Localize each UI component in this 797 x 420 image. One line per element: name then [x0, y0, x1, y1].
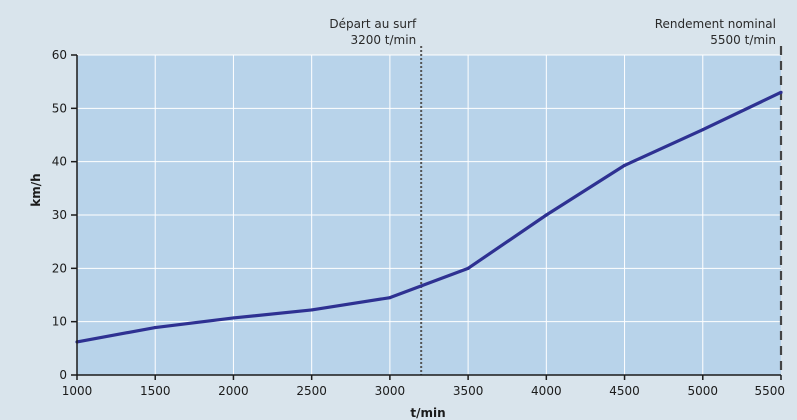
annotation-value: 5500 t/min: [710, 33, 776, 47]
x-tick-label: 3000: [375, 384, 406, 398]
data-point: [153, 325, 157, 330]
y-tick-label: 40: [52, 155, 67, 169]
y-tick-label: 50: [52, 101, 67, 115]
annotation-markers: [420, 46, 783, 375]
data-point: [466, 266, 470, 270]
series-line: [76, 90, 782, 344]
y-tick-label: 0: [59, 368, 67, 382]
data-point: [701, 128, 705, 132]
x-tick-label: 5500: [754, 384, 785, 398]
x-tick-label: 3500: [453, 384, 484, 398]
annotations: Départ au surf 3200 t/min Rendement nomina…: [329, 17, 776, 47]
data-point: [388, 296, 392, 300]
y-tick-label: 30: [52, 208, 67, 222]
annotation-title: Départ au surf: [329, 17, 417, 31]
annotation-value: 3200 t/min: [350, 33, 416, 47]
data-point: [544, 213, 548, 217]
x-tick-label: 4000: [531, 384, 562, 398]
x-tick-label: 1000: [62, 384, 93, 398]
tick-labels: 0 10 20 30 40 50 60 1000 1500 2000 2500 3000 3500 400…: [52, 48, 785, 398]
x-tick-label: 1500: [140, 384, 171, 398]
x-tick-label: 5000: [688, 384, 719, 398]
data-point: [779, 90, 783, 94]
y-axis-title: km/h: [29, 173, 43, 206]
x-axis-title: t/min: [410, 406, 445, 420]
y-tick-label: 60: [52, 48, 67, 62]
data-point: [231, 316, 236, 320]
series-layer: [75, 90, 783, 344]
x-tick-label: 2000: [218, 384, 249, 398]
data-point: [310, 308, 314, 312]
x-tick-label: 2500: [296, 384, 327, 398]
axes: [71, 54, 782, 380]
y-tick-label: 20: [52, 261, 67, 275]
annotation-title: Rendement nominal: [655, 17, 776, 31]
x-tick-label: 4500: [609, 384, 640, 398]
y-tick-label: 10: [52, 315, 67, 329]
data-point: [622, 163, 627, 167]
